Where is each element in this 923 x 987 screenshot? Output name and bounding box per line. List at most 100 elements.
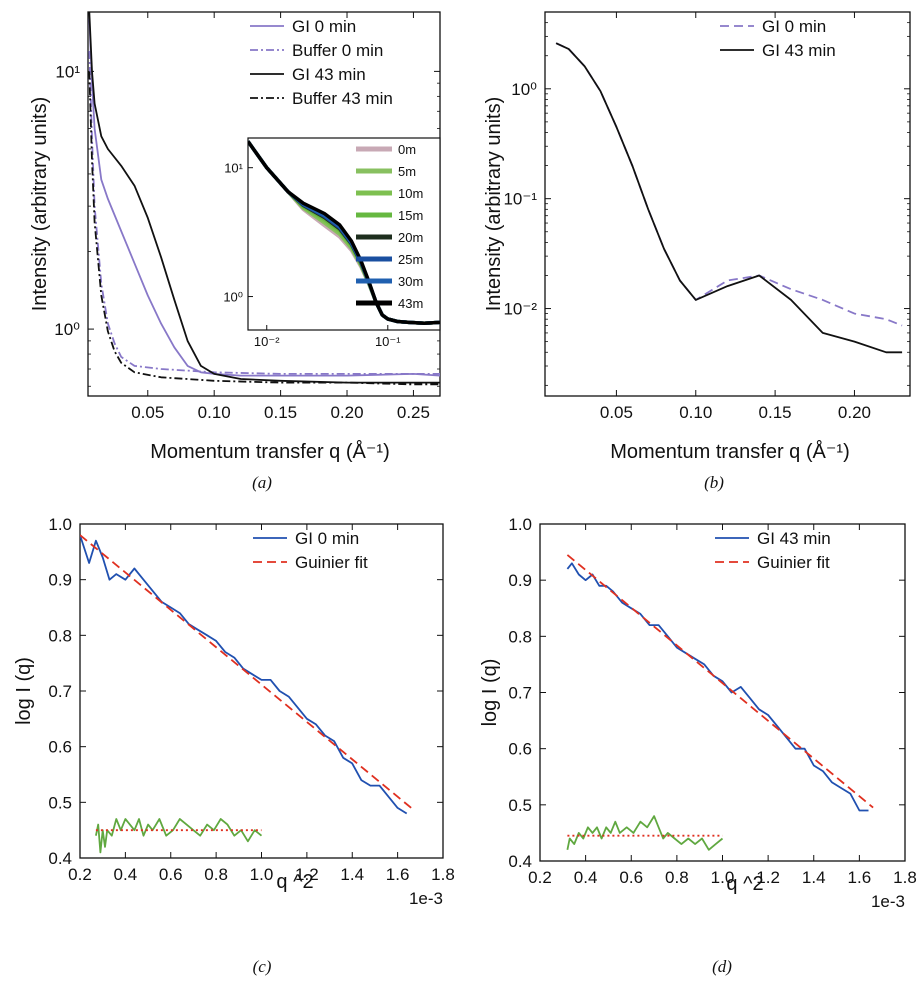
y-tick-label: 0.4 <box>48 849 72 868</box>
x-tick-label: 1.6 <box>848 868 872 887</box>
y-tick-label: 0.7 <box>508 684 532 703</box>
series-line-gi-0-min <box>555 42 903 327</box>
series-group <box>80 534 412 854</box>
series-group <box>566 554 874 851</box>
y-tick-label: 10⁻² <box>503 300 537 319</box>
x-tick-label: 1.0 <box>250 865 274 884</box>
y-tick-label: 0.9 <box>508 571 532 590</box>
legend-label: GI 43 min <box>292 65 366 84</box>
legend-label: GI 43 min <box>757 529 831 548</box>
x-tick-label: 1.4 <box>340 865 364 884</box>
x-axis-title: q ^2 <box>276 871 313 893</box>
x-tick-label: 0.6 <box>619 868 643 887</box>
inset-legend-label: 0m <box>398 142 416 157</box>
y-tick-label: 10⁰ <box>511 80 537 99</box>
plot-frame <box>539 523 906 862</box>
x-tick-label: 1.2 <box>756 868 780 887</box>
panel-caption: (d) <box>712 957 732 976</box>
x-tick-label: 0.10 <box>679 403 712 422</box>
inset-plot: 10⁻² 10⁻¹ 10⁰ 10¹ 0m 5m 10m 15m 20m 25m 30m 43m <box>223 137 441 349</box>
inset-legend-label: 20m <box>398 230 423 245</box>
series-line-residual-2 <box>95 818 263 854</box>
x-tick-label: 1.6 <box>386 865 410 884</box>
legend-label: GI 0 min <box>762 17 826 36</box>
y-tick-label: 0.8 <box>508 627 532 646</box>
x-tick-label: 1.8 <box>893 868 917 887</box>
x-tick-label: 0.4 <box>574 868 598 887</box>
series-line-residual-2 <box>566 815 724 851</box>
series-line-gi-43-min <box>555 42 903 354</box>
y-tick-label: 10⁰ <box>54 320 80 339</box>
y-tick-label: 0.8 <box>48 626 72 645</box>
panel-caption: (c) <box>253 957 272 976</box>
inset-x-tick-label: 10⁻² <box>254 334 280 349</box>
inset-y-tick-label: 10⁰ <box>223 290 243 305</box>
y-tick-label: 0.6 <box>508 740 532 759</box>
x-tick-label: 0.05 <box>131 403 164 422</box>
series-line-gi-43-min <box>566 562 869 812</box>
x-tick-label: 1.8 <box>431 865 455 884</box>
x-tick-label: 0.6 <box>159 865 183 884</box>
inset-legend-label: 10m <box>398 186 423 201</box>
legend-label: GI 43 min <box>762 41 836 60</box>
inset-legend-label: 5m <box>398 164 416 179</box>
inset-legend-label: 30m <box>398 274 423 289</box>
series-line-guinier-fit <box>566 554 874 809</box>
x-offset-label: 1e-3 <box>409 889 443 908</box>
inset-legend-label: 43m <box>398 296 423 311</box>
panel-caption: (a) <box>252 473 272 492</box>
x-tick-label: 0.4 <box>114 865 138 884</box>
y-tick-label: 1.0 <box>48 515 72 534</box>
legend-label: GI 0 min <box>295 529 359 548</box>
x-tick-label: 0.25 <box>397 403 430 422</box>
x-axis-title: Momentum transfer q (Å⁻¹) <box>150 440 390 463</box>
panel-c: 0.2 0.4 0.6 0.8 1.0 1.2 1.4 1.6 1.80.40.50.60.70… <box>13 515 455 976</box>
y-tick-label: 1.0 <box>508 515 532 534</box>
y-axis-title: Intensity (arbitrary units) <box>483 97 505 312</box>
panel-d: 0.2 0.4 0.6 0.8 1.0 1.2 1.4 1.6 1.80.40.50.60.70… <box>479 515 917 976</box>
inset-legend-label: 15m <box>398 208 423 223</box>
x-tick-label: 0.20 <box>838 403 871 422</box>
x-axis-title: Momentum transfer q (Å⁻¹) <box>610 440 850 463</box>
x-tick-label: 0.10 <box>198 403 231 422</box>
x-tick-label: 0.8 <box>204 865 228 884</box>
series-line-gi-0-min <box>88 18 440 377</box>
x-tick-label: 0.05 <box>600 403 633 422</box>
legend-label: Buffer 0 min <box>292 41 383 60</box>
legend-label: Guinier fit <box>295 553 368 572</box>
x-offset-label: 1e-3 <box>871 892 905 911</box>
series-line-guinier-fit <box>80 534 412 809</box>
plot-frame <box>544 11 911 397</box>
x-axis-title: q ^2 <box>726 873 763 895</box>
legend-label: Guinier fit <box>757 553 830 572</box>
panel-b: 0.05 0.10 0.15 0.20 10⁻² 10⁻¹ 10⁰ Momentum tran… <box>483 11 911 492</box>
x-tick-label: 1.0 <box>711 868 735 887</box>
x-tick-label: 0.8 <box>665 868 689 887</box>
x-tick-label: 1.2 <box>295 865 319 884</box>
y-axis-title: log I (q) <box>13 657 35 725</box>
y-tick-label: 0.5 <box>508 796 532 815</box>
panel-caption: (b) <box>704 473 724 492</box>
panel-a: 0.05 0.10 0.15 0.20 0.25 10⁰ 10¹ Momentum trans… <box>29 11 441 492</box>
y-tick-label: 10⁻¹ <box>503 190 537 209</box>
y-tick-label: 0.7 <box>48 682 72 701</box>
series-line-gi-43-min <box>88 12 440 384</box>
x-tick-label: 1.4 <box>802 868 826 887</box>
inset-y-tick-label: 10¹ <box>224 161 243 176</box>
inset-legend-label: 25m <box>398 252 423 267</box>
x-tick-label: 0.15 <box>759 403 792 422</box>
y-tick-label: 10¹ <box>55 62 80 81</box>
inset-series-group <box>248 140 440 326</box>
legend-label: Buffer 43 min <box>292 89 393 108</box>
series-group <box>555 42 903 354</box>
series-group <box>88 12 440 386</box>
y-axis-title: Intensity (arbitrary units) <box>29 97 51 312</box>
plot-frame <box>79 523 444 859</box>
y-tick-label: 0.5 <box>48 793 72 812</box>
y-tick-label: 0.4 <box>508 852 532 871</box>
y-axis-title: log I (q) <box>479 659 501 727</box>
x-tick-label: 0.2 <box>528 868 552 887</box>
x-tick-label: 0.2 <box>68 865 92 884</box>
inset-x-tick-label: 10⁻¹ <box>375 334 401 349</box>
